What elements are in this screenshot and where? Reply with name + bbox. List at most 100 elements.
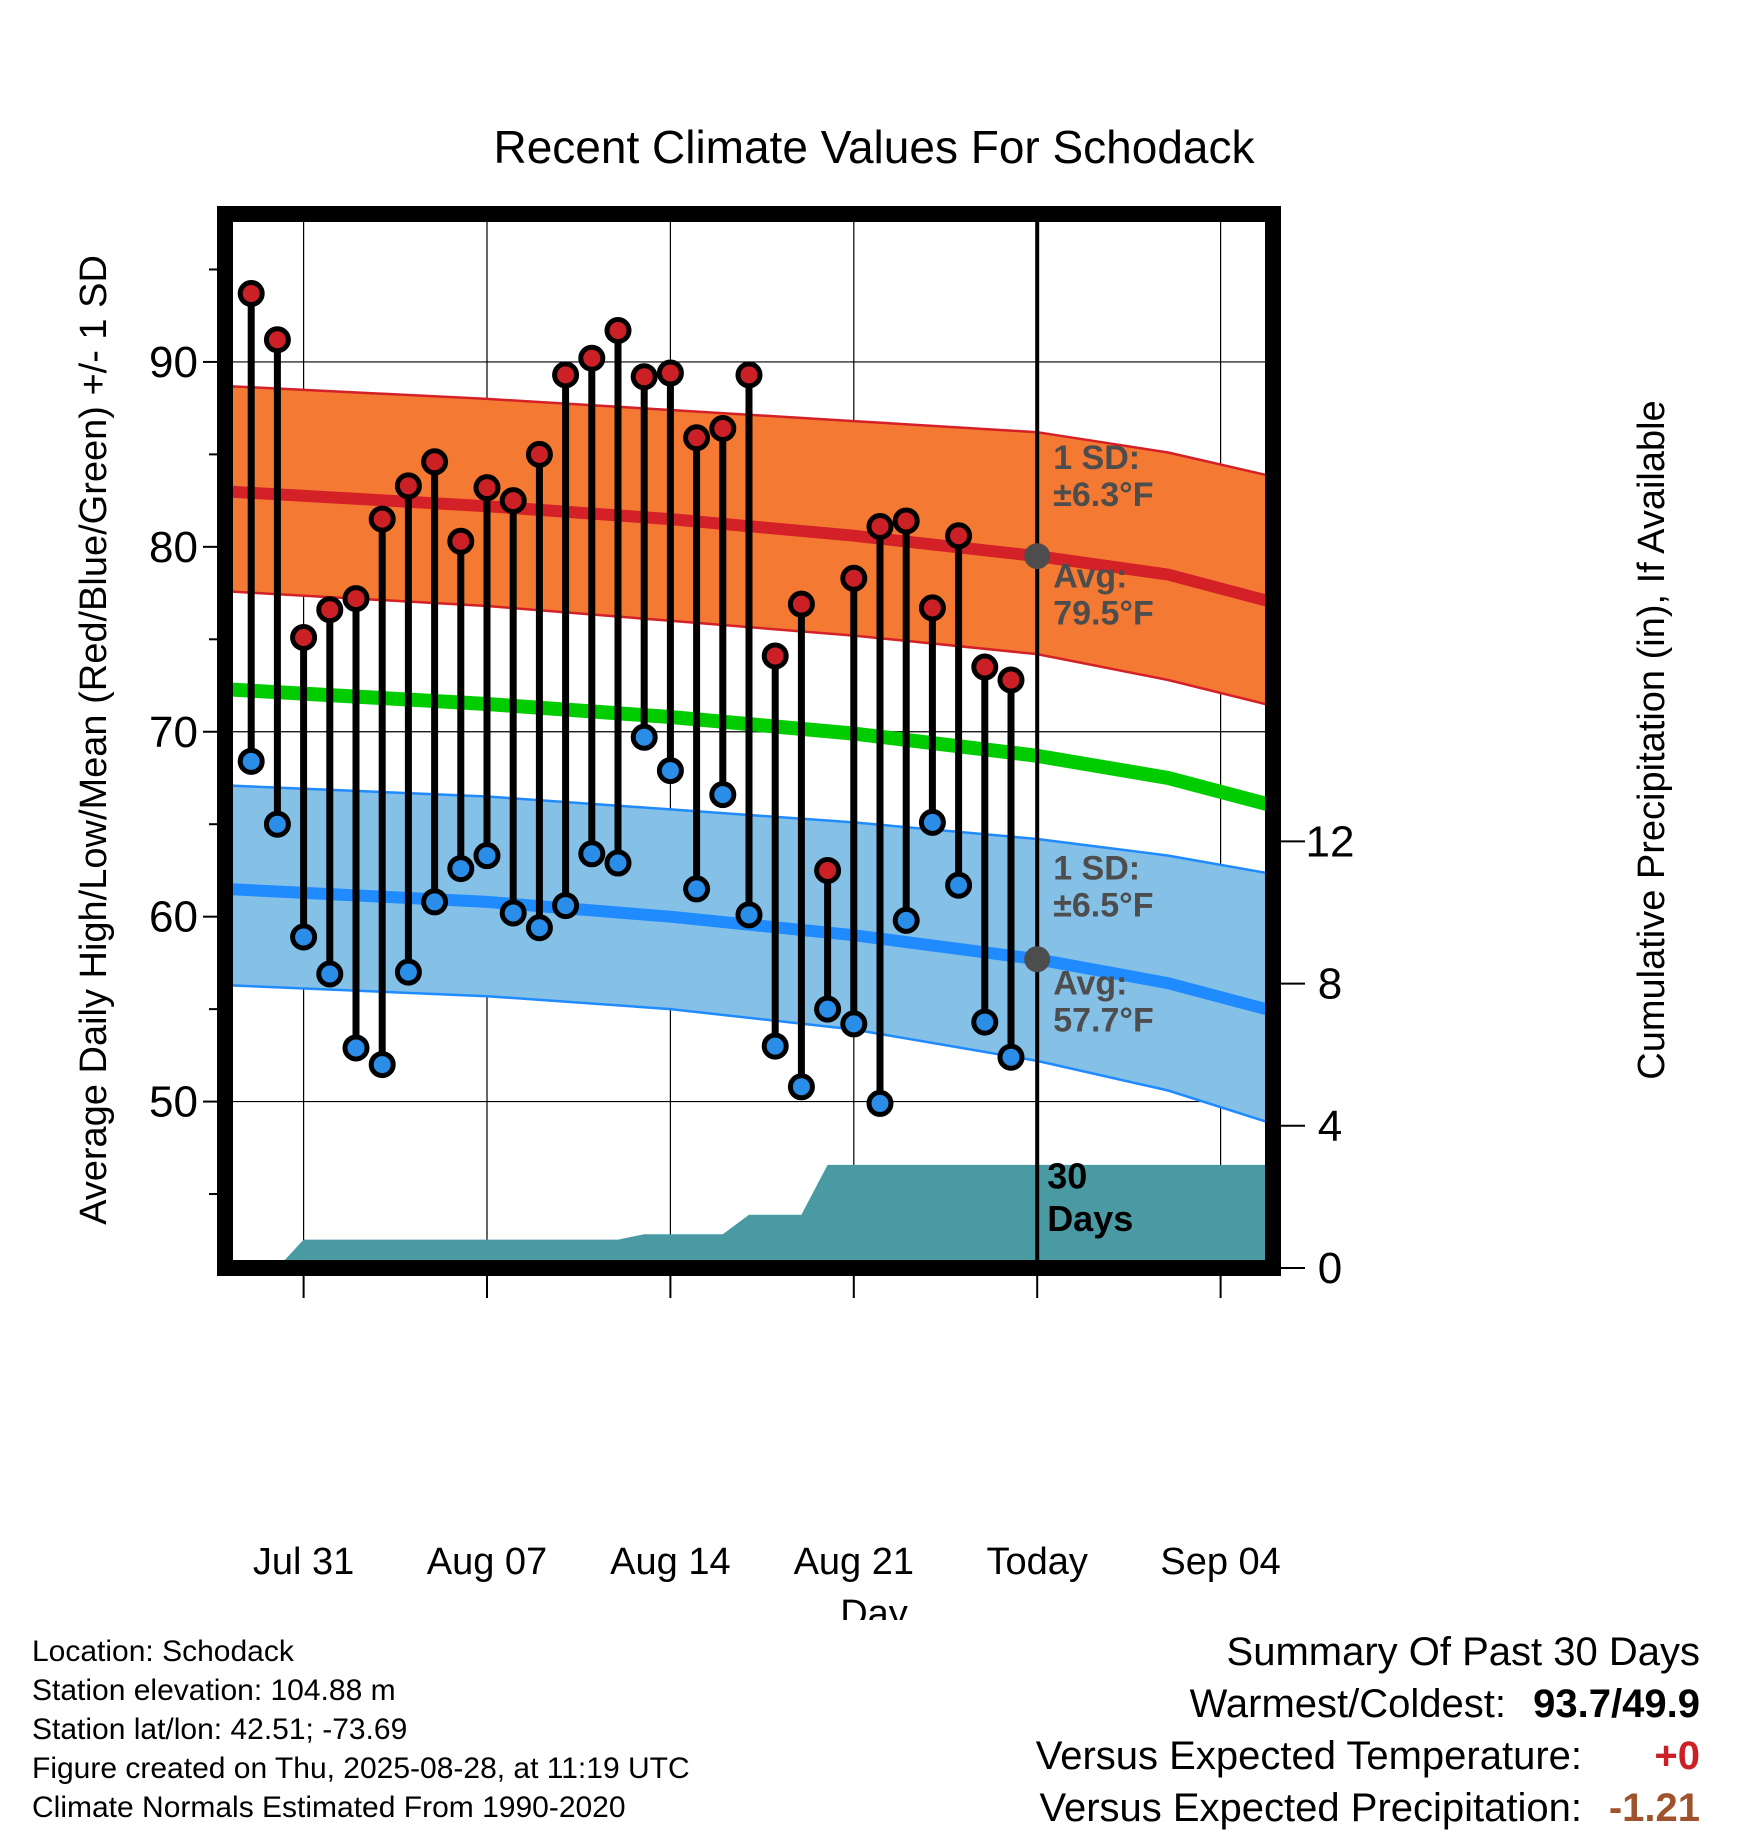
high-sd-label: 1 SD:: [1053, 439, 1140, 477]
daily-low-point: [394, 958, 422, 986]
warmest-label: Warmest/Coldest:: [1189, 1682, 1506, 1726]
temp-value: +0: [1654, 1734, 1700, 1778]
summary-precip-row: Versus Expected Precipitation: -1.21: [1036, 1782, 1700, 1834]
x-tick-label: Aug 14: [610, 1541, 730, 1583]
daily-low-point: [945, 871, 973, 899]
summary-temp-row: Versus Expected Temperature: +0: [1036, 1730, 1700, 1782]
today-high-avg-dot: [1024, 543, 1051, 570]
y2-tick-label: 8: [1318, 960, 1342, 1009]
summary-panel: Summary Of Past 30 Days Warmest/Coldest:…: [1036, 1626, 1700, 1834]
y-tick-label: 50: [149, 1078, 198, 1127]
daily-high-point: [552, 361, 580, 389]
daily-high-point: [368, 505, 396, 533]
location-text: Location: Schodack: [32, 1635, 294, 1668]
y-tick-label: 70: [149, 708, 198, 757]
daily-low-point: [814, 995, 842, 1023]
daily-high-point: [525, 440, 553, 468]
summary-warmest-row: Warmest/Coldest: 93.7/49.9: [1036, 1678, 1700, 1730]
x-tick-label: Sep 04: [1160, 1541, 1280, 1583]
y2-tick-label: 0: [1318, 1244, 1342, 1293]
precip-area: [251, 1164, 1273, 1268]
daily-low-point: [656, 757, 684, 785]
daily-low-point: [473, 842, 501, 870]
daily-low-point: [866, 1089, 894, 1117]
today-days-label: Days: [1047, 1198, 1133, 1239]
x-tick-label: Today: [986, 1541, 1087, 1583]
plot-frame: [217, 206, 1281, 1276]
high-sd-upper-line: [225, 384, 1273, 478]
daily-low-point: [263, 810, 291, 838]
chart-title: Recent Climate Values For Schodack: [493, 121, 1255, 173]
daily-high-point: [394, 472, 422, 500]
low-avg-label: Avg:: [1053, 964, 1127, 1002]
daily-high-point: [421, 448, 449, 476]
daily-low-point: [290, 923, 318, 951]
x-axis-label: Day: [840, 1593, 908, 1620]
latlon-text: Station lat/lon: 42.51; -73.69: [32, 1713, 408, 1746]
low-sd-value: ±6.5°F: [1053, 887, 1153, 925]
normals-text: Climate Normals Estimated From 1990-2020: [32, 1791, 626, 1824]
daily-high-point: [971, 653, 999, 681]
x-tick-label: Jul 31: [253, 1541, 354, 1583]
daily-high-point: [316, 596, 344, 624]
daily-low-point: [997, 1043, 1025, 1071]
daily-low-point: [735, 901, 763, 929]
summary-title: Summary Of Past 30 Days: [1226, 1630, 1700, 1674]
temp-label: Versus Expected Temperature:: [1035, 1734, 1582, 1778]
daily-high-point: [997, 666, 1025, 694]
daily-low-point: [761, 1032, 789, 1060]
daily-low-point: [578, 840, 606, 868]
y-tick-label: 80: [149, 523, 198, 572]
daily-high-point: [735, 361, 763, 389]
high-avg-value: 79.5°F: [1053, 595, 1154, 633]
daily-high-point: [473, 474, 501, 502]
daily-low-point: [342, 1034, 370, 1062]
low-avg-value: 57.7°F: [1053, 1001, 1154, 1039]
y2-axis-label: Cumulative Precipitation (in), If Availa…: [1631, 400, 1673, 1079]
y-tick-label: 90: [149, 338, 198, 387]
daily-low-point: [525, 914, 553, 942]
station-info: Location: Schodack Station elevation: 10…: [32, 1632, 690, 1827]
daily-low-point: [237, 747, 265, 775]
daily-low-point: [918, 808, 946, 836]
daily-high-point: [787, 590, 815, 618]
daily-low-point: [709, 781, 737, 809]
daily-high-point: [683, 424, 711, 452]
precip-value: -1.21: [1608, 1786, 1700, 1830]
daily-low-point: [421, 888, 449, 916]
today-count-label: 30: [1047, 1155, 1087, 1196]
daily-high-point: [604, 316, 632, 344]
x-tick-label: Aug 21: [794, 1541, 914, 1583]
y-tick-label: 60: [149, 893, 198, 942]
daily-low-point: [787, 1073, 815, 1101]
daily-high-point: [866, 513, 894, 541]
daily-high-point: [709, 414, 737, 442]
daily-high-point: [630, 363, 658, 391]
high-sd-value: ±6.3°F: [1053, 476, 1153, 514]
daily-high-point: [290, 623, 318, 651]
daily-low-point: [892, 906, 920, 934]
y2-tick-label: 4: [1318, 1102, 1342, 1151]
daily-low-point: [499, 899, 527, 927]
created-text: Figure created on Thu, 2025-08-28, at 11…: [32, 1752, 690, 1785]
precip-label: Versus Expected Precipitation:: [1039, 1786, 1582, 1830]
daily-low-point: [840, 1010, 868, 1038]
daily-high-point: [578, 344, 606, 372]
daily-low-point: [604, 849, 632, 877]
daily-high-point: [840, 564, 868, 592]
daily-high-point: [447, 527, 475, 555]
daily-high-point: [499, 487, 527, 515]
daily-low-point: [971, 1008, 999, 1036]
low-sd-label: 1 SD:: [1053, 850, 1140, 888]
daily-high-point: [814, 856, 842, 884]
daily-high-point: [656, 359, 684, 387]
y2-tick-label: 12: [1306, 817, 1355, 866]
warmest-value: 93.7/49.9: [1533, 1682, 1700, 1726]
daily-low-point: [683, 875, 711, 903]
daily-high-point: [263, 326, 291, 354]
daily-low-point: [447, 855, 475, 883]
daily-high-point: [945, 522, 973, 550]
daily-low-point: [316, 960, 344, 988]
